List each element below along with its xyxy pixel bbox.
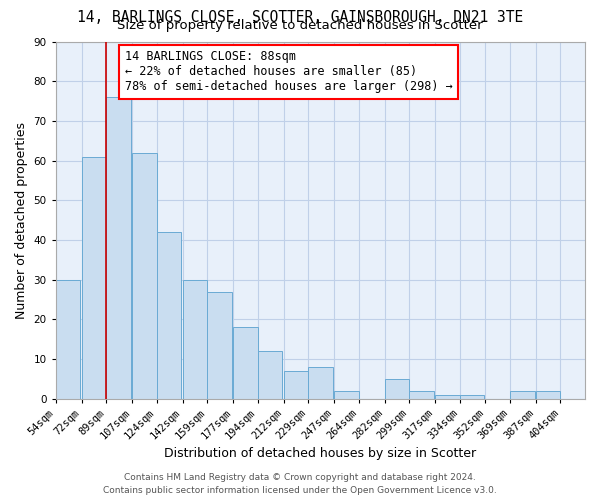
Text: Contains HM Land Registry data © Crown copyright and database right 2024.
Contai: Contains HM Land Registry data © Crown c… — [103, 474, 497, 495]
Bar — [106, 97, 131, 399]
Bar — [385, 379, 409, 399]
Bar — [207, 292, 232, 399]
X-axis label: Distribution of detached houses by size in Scotter: Distribution of detached houses by size … — [164, 447, 476, 460]
Bar — [334, 391, 359, 399]
Bar — [56, 280, 80, 399]
Bar — [460, 395, 484, 399]
Bar — [409, 391, 434, 399]
Bar — [435, 395, 460, 399]
Bar — [82, 156, 106, 399]
Bar — [257, 351, 282, 399]
Text: Size of property relative to detached houses in Scotter: Size of property relative to detached ho… — [117, 18, 483, 32]
Bar — [132, 152, 157, 399]
Bar — [157, 232, 181, 399]
Text: 14 BARLINGS CLOSE: 88sqm
← 22% of detached houses are smaller (85)
78% of semi-d: 14 BARLINGS CLOSE: 88sqm ← 22% of detach… — [125, 50, 452, 94]
Y-axis label: Number of detached properties: Number of detached properties — [15, 122, 28, 318]
Bar — [536, 391, 560, 399]
Bar — [510, 391, 535, 399]
Bar — [308, 367, 332, 399]
Bar — [284, 371, 308, 399]
Bar — [182, 280, 207, 399]
Bar — [233, 328, 257, 399]
Text: 14, BARLINGS CLOSE, SCOTTER, GAINSBOROUGH, DN21 3TE: 14, BARLINGS CLOSE, SCOTTER, GAINSBOROUG… — [77, 10, 523, 25]
